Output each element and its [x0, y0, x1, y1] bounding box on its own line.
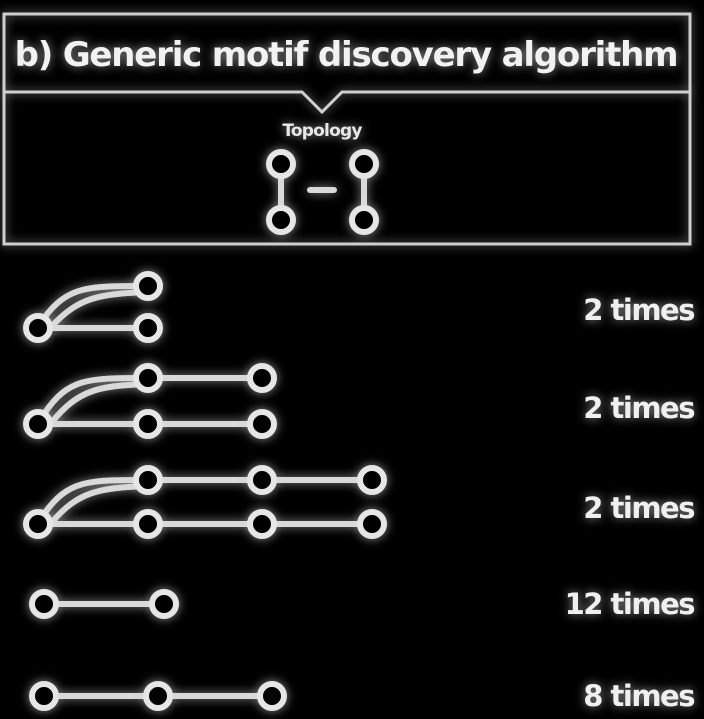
motif-count-label: 2 times [583, 391, 694, 425]
motif-node [357, 465, 387, 495]
motif-node [133, 409, 163, 439]
motif-node [143, 681, 173, 711]
motif-curve-edge [41, 283, 149, 321]
motif-node [133, 509, 163, 539]
topology-node-left-top [266, 149, 296, 179]
motif-row: 2 times [23, 271, 696, 343]
motif-curve-edge-inner [49, 483, 149, 525]
motif-row: 2 times [23, 465, 696, 539]
topology-node-right-top [349, 149, 379, 179]
motif-row: 2 times [23, 363, 696, 439]
title-banner-frame [2, 12, 692, 115]
topology-node-left-bottom [266, 205, 296, 235]
motif-node [23, 313, 53, 343]
motif-node [257, 681, 287, 711]
motif-row: 12 times [29, 587, 696, 621]
motif-node [23, 409, 53, 439]
title-banner: b) Generic motif discovery algorithm [2, 12, 692, 115]
motif-count-label: 8 times [583, 679, 694, 713]
motif-curve-edge [41, 375, 149, 417]
motif-node [29, 681, 59, 711]
motif-node [133, 363, 163, 393]
topology-node-right-bottom [349, 205, 379, 235]
motif-curve-edge [41, 477, 149, 517]
motif-node [133, 465, 163, 495]
motif-curve-edge-inner [49, 289, 149, 329]
topology-box: Topology [2, 92, 692, 246]
motif-node [23, 509, 53, 539]
motif-node [247, 465, 277, 495]
motif-count-label: 12 times [565, 587, 695, 621]
motif-row: 8 times [29, 679, 696, 713]
motif-count-label: 2 times [583, 491, 694, 525]
motif-count-label: 2 times [583, 293, 694, 327]
topology-label: Topology [282, 121, 362, 141]
motif-list: 2 times 2 times 2 times 12 times 8 times [23, 271, 696, 713]
motif-node [29, 589, 59, 619]
motif-node [357, 509, 387, 539]
motif-node [247, 409, 277, 439]
motif-node [149, 589, 179, 619]
panel-title: b) Generic motif discovery algorithm [15, 35, 678, 75]
topology-box-frame [2, 92, 692, 246]
motif-node [133, 271, 163, 301]
motif-curve-edge-inner [49, 381, 149, 425]
motif-node [247, 363, 277, 393]
motif-node [247, 509, 277, 539]
motif-node [133, 313, 163, 343]
